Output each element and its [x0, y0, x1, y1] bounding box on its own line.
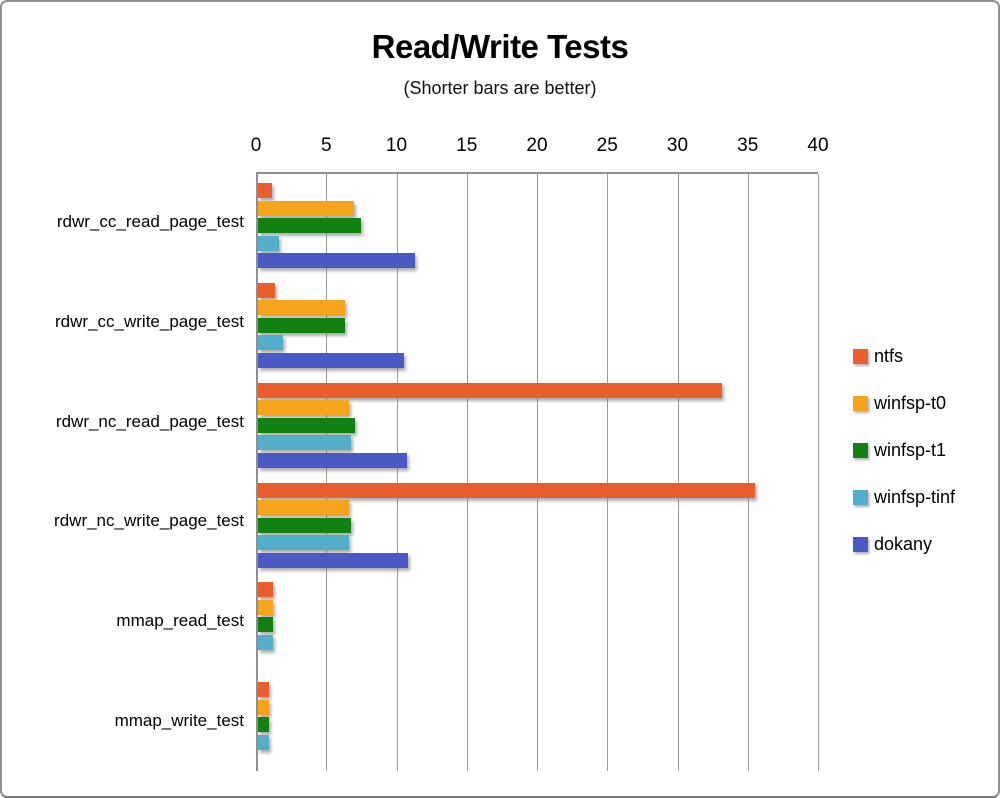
legend-swatch-winfsp-tinf: [853, 489, 868, 505]
gridline-20: [537, 174, 538, 771]
category-label-rdwr_cc_read_page_test: rdwr_cc_read_page_test: [56, 211, 244, 231]
bar-ntfs-mmap_read_test: [258, 582, 274, 598]
bar-dokany-rdwr_nc_read_page_test: [258, 452, 407, 468]
legend-swatch-winfsp-t1: [853, 442, 868, 458]
bar-winfsp-tinf-rdwr_nc_write_page_test: [258, 535, 350, 550]
bar-dokany-rdwr_cc_read_page_test: [258, 253, 416, 268]
x-tick-label-25: 25: [596, 135, 618, 156]
legend-label-winfsp-t0: winfsp-t0: [874, 392, 947, 413]
legend-swatch-winfsp-t0: [853, 395, 868, 411]
bar-ntfs-mmap_write_test: [258, 682, 270, 698]
bar-ntfs-rdwr_nc_read_page_test: [258, 382, 722, 398]
plot-area: [256, 172, 819, 771]
x-tick-label-35: 35: [737, 135, 759, 156]
gridline-30: [677, 174, 679, 771]
legend-label-dokany: dokany: [874, 533, 933, 554]
legend-item-dokany: dokany: [853, 533, 932, 555]
bar-winfsp-t0-rdwr_cc_write_page_test: [258, 300, 346, 316]
bar-winfsp-t1-mmap_read_test: [258, 617, 274, 633]
chart-title: Read/Write Tests: [371, 28, 629, 65]
x-tick-label-10: 10: [385, 135, 408, 156]
gridline-25: [607, 174, 609, 771]
bar-winfsp-t0-rdwr_cc_read_page_test: [258, 200, 354, 216]
category-label-mmap_write_test: mmap_write_test: [114, 711, 244, 731]
legend-label-winfsp-tinf: winfsp-tinf: [874, 486, 956, 507]
legend-label-winfsp-t1: winfsp-t1: [874, 439, 947, 460]
legend-item-winfsp-t1: winfsp-t1: [853, 439, 946, 461]
bar-ntfs-rdwr_cc_read_page_test: [258, 183, 273, 198]
legend-item-winfsp-t0: winfsp-t0: [853, 392, 946, 414]
bar-winfsp-t0-rdwr_nc_read_page_test: [258, 400, 350, 416]
gridline-10: [396, 174, 398, 771]
bar-winfsp-tinf-rdwr_cc_read_page_test: [258, 235, 280, 251]
bar-winfsp-tinf-rdwr_cc_write_page_test: [258, 335, 284, 351]
legend-swatch-ntfs: [853, 348, 868, 364]
legend-swatch-dokany: [853, 536, 868, 552]
bar-ntfs-rdwr_cc_write_page_test: [258, 282, 275, 298]
x-tick-label-30: 30: [666, 135, 689, 156]
bar-winfsp-tinf-mmap_write_test: [258, 734, 270, 750]
bar-winfsp-t1-rdwr_cc_write_page_test: [258, 317, 346, 333]
legend-item-ntfs: ntfs: [853, 345, 903, 367]
x-tick-label-40: 40: [807, 135, 829, 156]
x-tick-label-5: 5: [320, 135, 332, 156]
category-label-rdwr_nc_write_page_test: rdwr_nc_write_page_test: [54, 511, 244, 531]
bar-winfsp-t0-rdwr_nc_write_page_test: [258, 500, 350, 515]
bar-winfsp-tinf-rdwr_nc_read_page_test: [258, 435, 351, 451]
bar-dokany-rdwr_cc_write_page_test: [258, 352, 405, 368]
bar-winfsp-t0-mmap_read_test: [258, 599, 274, 615]
gridline-5: [326, 174, 328, 771]
bar-ntfs-rdwr_nc_write_page_test: [258, 482, 756, 498]
bar-winfsp-t1-mmap_write_test: [258, 717, 270, 733]
x-tick-label-0: 0: [250, 135, 262, 156]
bar-winfsp-tinf-mmap_read_test: [258, 634, 274, 650]
chart-subtitle: (Shorter bars are better): [403, 78, 597, 98]
category-label-rdwr_nc_read_page_test: rdwr_nc_read_page_test: [55, 411, 244, 431]
gridline-35: [747, 174, 749, 771]
legend-label-ntfs: ntfs: [874, 345, 904, 366]
bar-winfsp-t1-rdwr_cc_read_page_test: [258, 218, 361, 233]
legend-item-winfsp-tinf: winfsp-tinf: [853, 486, 955, 508]
bar-winfsp-t1-rdwr_nc_read_page_test: [258, 417, 355, 433]
x-tick-label-20: 20: [526, 135, 548, 156]
bar-winfsp-t0-mmap_write_test: [258, 699, 270, 715]
x-tick-label-15: 15: [456, 135, 478, 156]
bar-dokany-rdwr_nc_write_page_test: [258, 552, 409, 568]
category-label-rdwr_cc_write_page_test: rdwr_cc_write_page_test: [55, 311, 244, 331]
gridline-40: [818, 174, 819, 771]
category-label-mmap_read_test: mmap_read_test: [116, 611, 244, 631]
bar-winfsp-t1-rdwr_nc_write_page_test: [258, 517, 351, 533]
gridline-15: [466, 174, 468, 771]
